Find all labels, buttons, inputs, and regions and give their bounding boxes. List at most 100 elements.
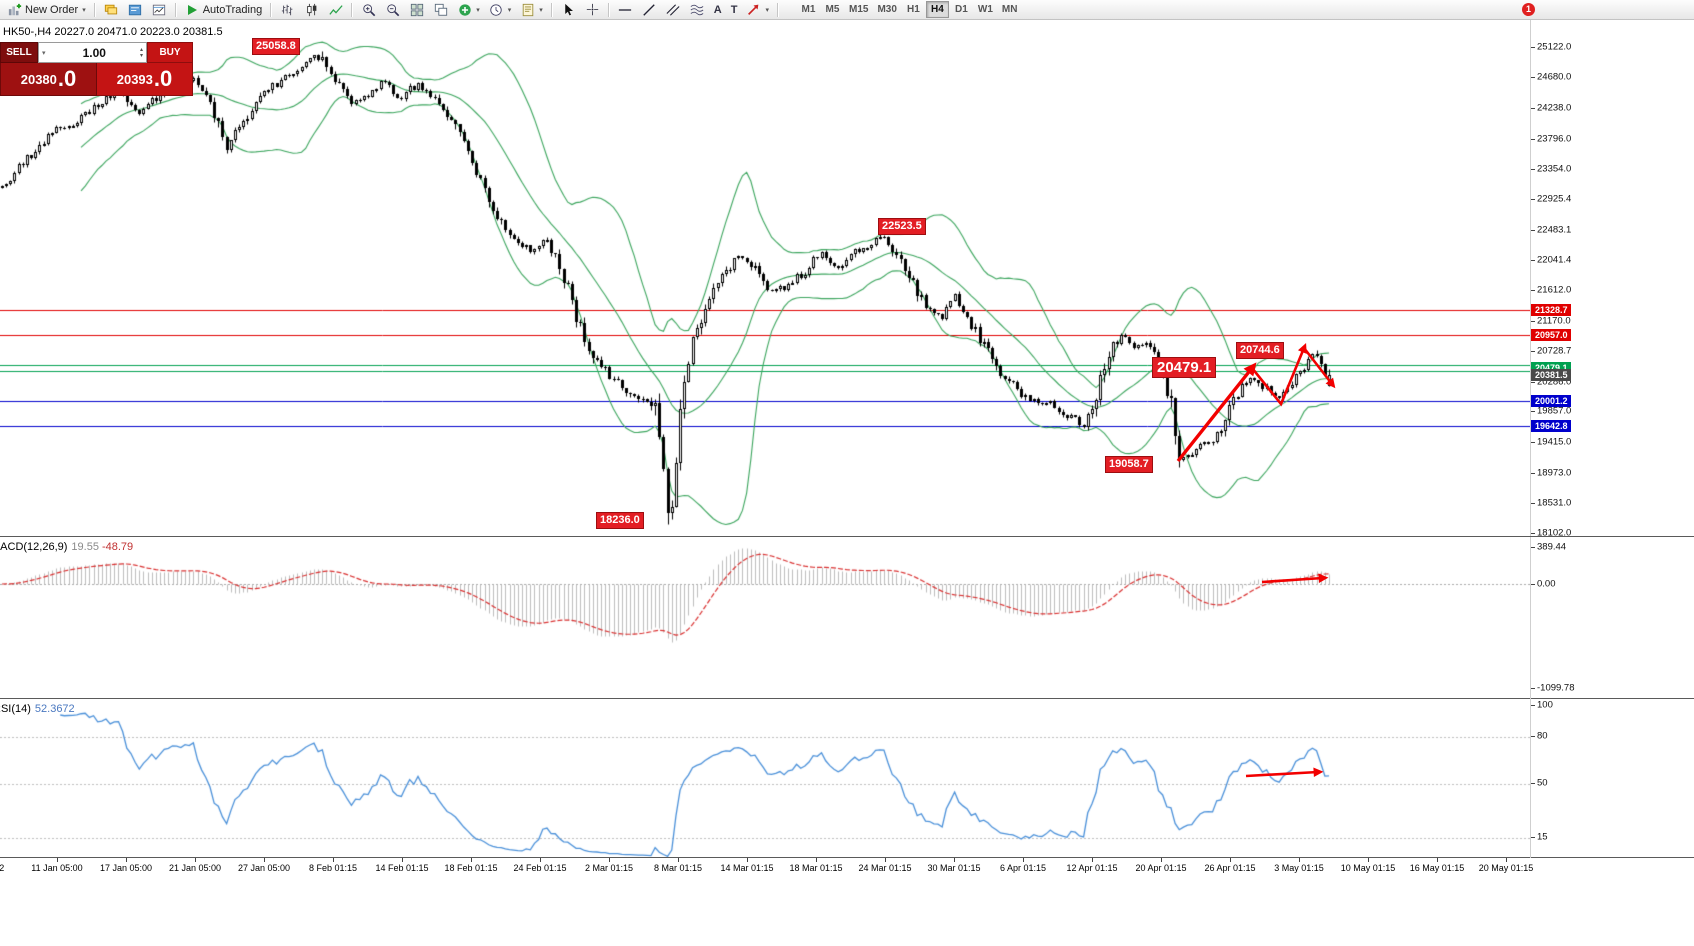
axis-tick-mark [1531, 290, 1535, 291]
tile-windows-button[interactable] [405, 1, 428, 19]
axis-tick-label: -1099.78 [1537, 682, 1575, 694]
zoom-in-button[interactable] [357, 1, 380, 19]
sell-button[interactable]: SELL [0, 42, 38, 63]
axis-tick-label: 80 [1537, 730, 1548, 742]
label-tool-button[interactable]: T [727, 1, 742, 19]
volume-dropdown-icon[interactable]: ▾ [42, 49, 46, 57]
fibonacci-icon [690, 2, 705, 17]
chart-area: HK50-,H4 20227.0 20471.0 20223.0 20381.5… [0, 20, 1694, 946]
time-label: 24 Mar 01:15 [858, 863, 912, 873]
price-flag[interactable]: 22523.5 [878, 218, 926, 235]
axis-tick-mark [1531, 736, 1535, 737]
timeframe-MN[interactable]: MN [998, 1, 1022, 18]
templates-button[interactable]: ▾ [516, 1, 547, 19]
crosshair-icon [585, 2, 600, 17]
price-flag[interactable]: 25058.8 [252, 38, 300, 55]
rsi-canvas[interactable] [0, 700, 1530, 857]
volume-down-icon[interactable]: ▾ [139, 52, 143, 59]
toolbar-separator [607, 2, 610, 17]
text-tool-button[interactable]: A [710, 1, 726, 19]
market-watch-button[interactable] [124, 1, 147, 19]
buy-price-main: 20393 [116, 71, 153, 87]
volume-up-icon[interactable]: ▴ [139, 46, 143, 53]
timeframe-H1[interactable]: H1 [902, 1, 925, 18]
sell-price[interactable]: 20380.0 [0, 63, 97, 96]
template-page-icon [520, 2, 535, 17]
time-label: 12 Apr 01:15 [1066, 863, 1118, 873]
time-tick-mark [1437, 858, 1438, 862]
time-tick-mark [540, 858, 541, 862]
notification-badge[interactable]: 1 [1522, 3, 1535, 16]
price-flag[interactable]: 18236.0 [596, 512, 644, 529]
timeframe-H4[interactable]: H4 [925, 1, 949, 18]
channel-icon [666, 2, 681, 17]
volume-stepper[interactable]: ▴ ▾ [140, 47, 146, 59]
axis-tick-mark [1531, 351, 1535, 352]
price-chart-canvas[interactable] [0, 20, 1530, 536]
timeframe-M1[interactable]: M1 [797, 1, 820, 18]
price-flag[interactable]: 19058.7 [1105, 456, 1153, 473]
buy-price[interactable]: 20393.0 [97, 63, 193, 96]
volume-value[interactable]: 1.00 [82, 45, 106, 60]
macd-canvas[interactable] [0, 538, 1530, 698]
axis-tick-label: 18973.0 [1537, 467, 1572, 479]
axis-tick-mark [1531, 442, 1535, 443]
arrows-tool-button[interactable]: ▾ [742, 1, 773, 19]
macd-title: MACD(12,26,9) [0, 541, 68, 553]
time-tick-mark [954, 858, 955, 862]
periods-button[interactable]: ▾ [485, 1, 516, 19]
bar-chart-type-button[interactable] [276, 1, 299, 19]
one-click-trading-panel: SELL ▾ 1.00 ▴ ▾ BUY 20380.0 20393.0 [0, 42, 193, 96]
line-chart-icon [328, 2, 343, 17]
cascade-windows-button[interactable] [429, 1, 452, 19]
cursor-button[interactable] [557, 1, 580, 19]
axis-tick-label: 22483.1 [1537, 224, 1572, 236]
line-chart-type-button[interactable] [324, 1, 347, 19]
axis-tick-mark [1531, 411, 1535, 412]
volume-field[interactable]: ▾ 1.00 ▴ ▾ [38, 42, 147, 63]
time-tick-mark [816, 858, 817, 862]
toolbar-separator [351, 2, 354, 17]
timeframe-W1[interactable]: W1 [974, 1, 997, 18]
macd-axis[interactable]: 389.44 0.00 -1099.78 [1530, 537, 1694, 699]
arrow-shape-icon [746, 2, 761, 17]
time-label: 20 May 01:15 [1478, 863, 1534, 873]
zoom-out-button[interactable] [381, 1, 404, 19]
price-axis[interactable]: 25122.0 24680.0 24238.0 23796.0 23354.0 22925… [1530, 20, 1694, 536]
axis-price-label: 21328.7 [1531, 304, 1571, 316]
axis-tick-mark [1531, 321, 1535, 322]
rsi-axis[interactable]: 100 80 50 15 [1530, 699, 1694, 858]
time-axis[interactable]: an 2022 11 Jan 05:00 17 Jan 05:00 21 Jan 05… [0, 857, 1694, 946]
crosshair-button[interactable] [581, 1, 604, 19]
tile-windows-icon [409, 2, 424, 17]
timeframe-M5[interactable]: M5 [821, 1, 844, 18]
new-order-button[interactable]: New Order ▾ [3, 1, 90, 19]
channel-tool-button[interactable] [662, 1, 685, 19]
timeframe-D1[interactable]: D1 [950, 1, 973, 18]
axis-tick-mark [1531, 77, 1535, 78]
axis-tick-mark [1531, 705, 1535, 706]
price-flag[interactable]: 20479.1 [1152, 357, 1217, 378]
fibonacci-tool-button[interactable] [686, 1, 709, 19]
timeframe-M30[interactable]: M30 [873, 1, 900, 18]
text-tool-icon: A [713, 3, 722, 16]
candlestick-type-button[interactable] [300, 1, 323, 19]
hline-tool-button[interactable] [614, 1, 637, 19]
time-tick-mark [402, 858, 403, 862]
chevron-down-icon: ▾ [507, 6, 512, 14]
candlestick-icon [304, 2, 319, 17]
profiles-button[interactable] [100, 1, 123, 19]
axis-tick-mark [1531, 783, 1535, 784]
autotrading-button[interactable]: AutoTrading [181, 1, 267, 19]
time-label: 24 Feb 01:15 [513, 863, 567, 873]
buy-button[interactable]: BUY [147, 42, 193, 63]
trendline-tool-button[interactable] [638, 1, 661, 19]
price-flag[interactable]: 20744.6 [1236, 342, 1284, 359]
timeframe-M15[interactable]: M15 [845, 1, 872, 18]
main-chart-panel: HK50-,H4 20227.0 20471.0 20223.0 20381.5… [0, 20, 1694, 536]
time-tick-mark [1230, 858, 1231, 862]
chart-window-button[interactable] [148, 1, 171, 19]
zoom-out-icon [385, 2, 400, 17]
axis-tick-mark [1531, 584, 1535, 585]
indicators-button[interactable]: ▾ [453, 1, 484, 19]
